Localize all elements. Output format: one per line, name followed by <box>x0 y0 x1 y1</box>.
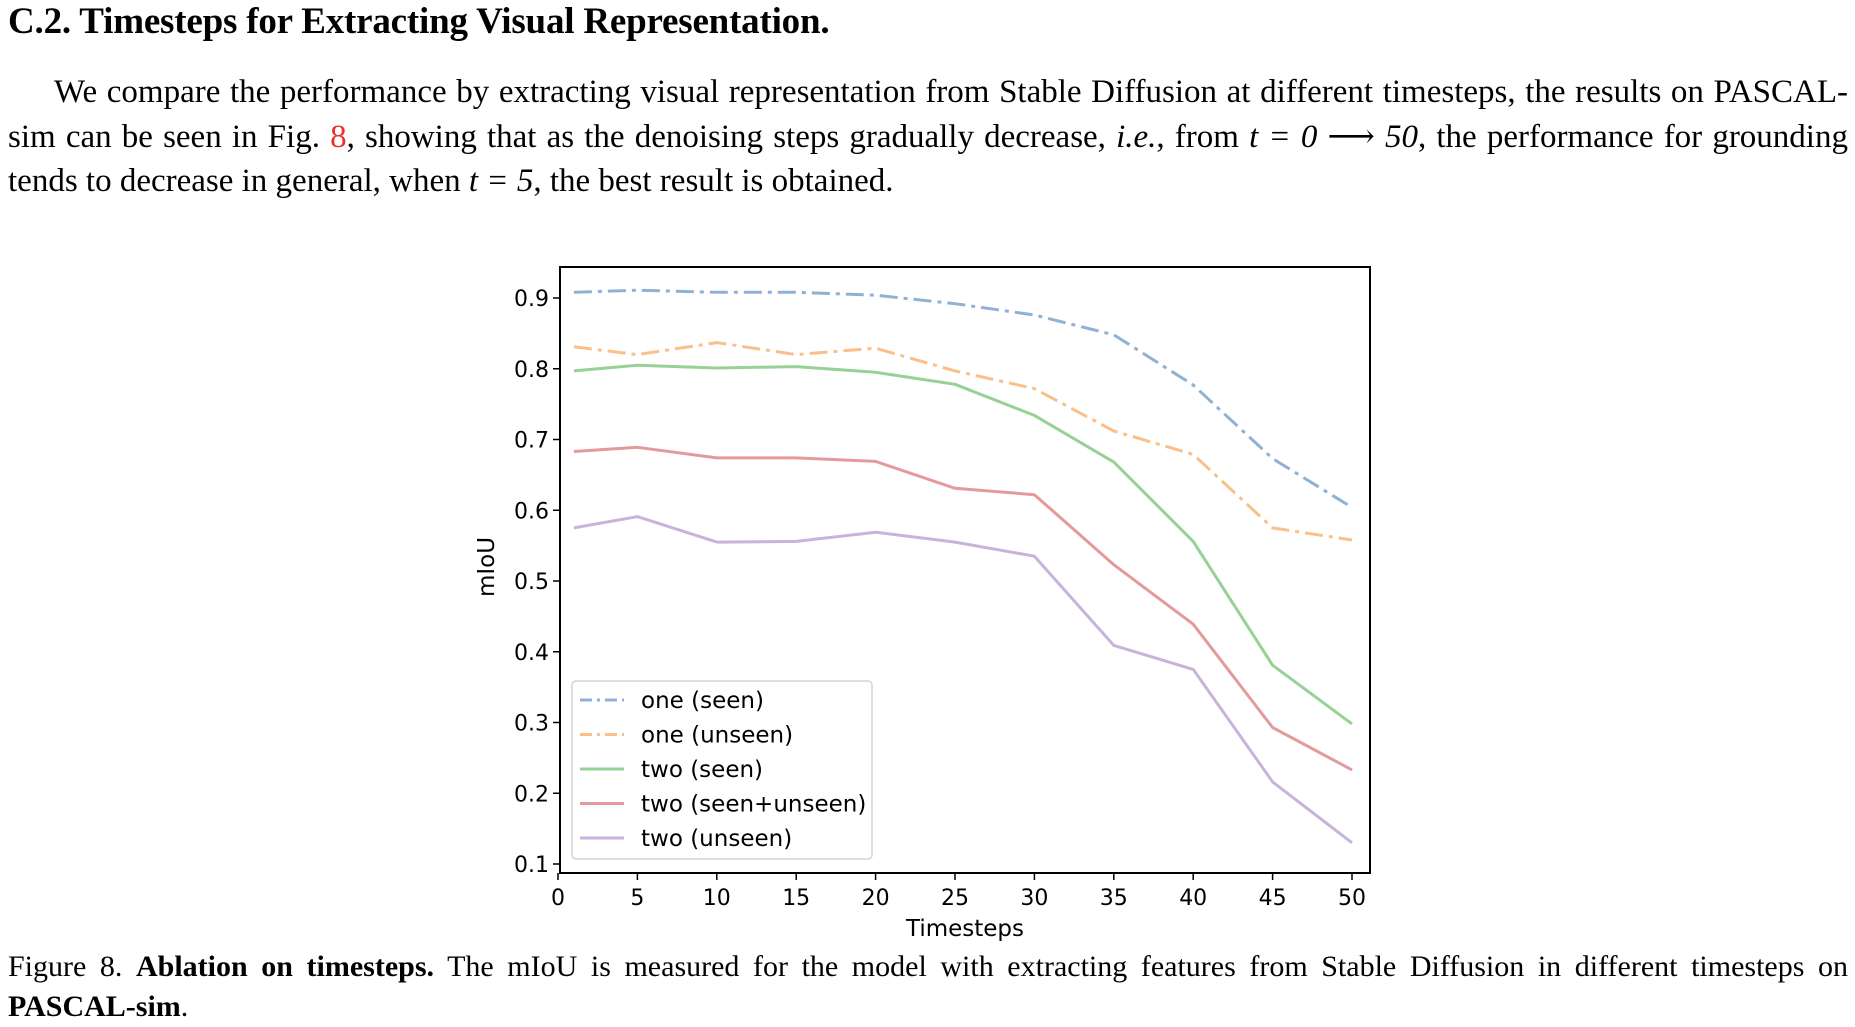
legend-label: two (seen) <box>641 757 763 783</box>
figure-caption: Figure 8. Ablation on timesteps. The mIo… <box>8 947 1848 1027</box>
x-tick-label: 45 <box>1259 886 1287 911</box>
series-line-4 <box>573 445 1353 772</box>
y-tick-label: 0.1 <box>514 853 549 878</box>
para-text-5: , the best result is obtained. <box>533 163 894 199</box>
x-tick-label: 10 <box>703 886 731 911</box>
x-tick-label: 40 <box>1179 886 1207 911</box>
caption-text: The mIoU is measured for the model with … <box>434 950 1848 983</box>
y-tick-label: 0.4 <box>514 641 549 666</box>
legend-label: one (seen) <box>641 688 764 714</box>
series-line-1 <box>573 288 1353 509</box>
para-ie: i.e. <box>1116 118 1157 155</box>
body-paragraph: We compare the performance by extracting… <box>8 70 1848 204</box>
legend-label: one (unseen) <box>641 723 793 749</box>
legend-label: two (seen+unseen) <box>641 792 866 818</box>
caption-dataset: PASCAL-sim <box>8 990 181 1023</box>
y-tick-label: 0.5 <box>514 570 549 595</box>
y-tick-label: 0.8 <box>514 358 549 383</box>
section-heading: C.2. Timesteps for Extracting Visual Rep… <box>8 1 830 42</box>
x-tick-label: 35 <box>1100 886 1128 911</box>
para-text-1: We compare the performance by extracting… <box>8 74 1848 155</box>
y-tick-label: 0.7 <box>514 429 549 454</box>
x-tick-label: 15 <box>782 886 810 911</box>
series-line-2 <box>573 341 1353 542</box>
x-tick-label: 30 <box>1020 886 1048 911</box>
para-math-1: t = 0 ⟶ 50 <box>1249 118 1418 155</box>
legend-label: two (unseen) <box>641 826 792 852</box>
x-axis-label: Timesteps <box>905 916 1024 942</box>
para-text-3: , from <box>1156 118 1250 155</box>
caption-bold-title: Ablation on timesteps. <box>136 950 435 983</box>
x-tick-label: 0 <box>551 886 565 911</box>
para-text-2: , showing that as the denoising steps gr… <box>346 118 1117 155</box>
para-math-2: t = 5 <box>468 163 534 199</box>
y-tick-label: 0.2 <box>514 782 549 807</box>
x-tick-label: 5 <box>630 886 644 911</box>
series-line-5 <box>573 515 1353 844</box>
y-tick-label: 0.3 <box>514 712 549 737</box>
legend-box <box>571 680 873 860</box>
x-tick-label: 25 <box>941 886 969 911</box>
y-tick-label: 0.9 <box>514 287 549 312</box>
caption-end: . <box>180 990 189 1023</box>
y-axis-label: mIoU <box>474 537 500 597</box>
series-line-3 <box>573 363 1353 726</box>
x-tick-label: 50 <box>1338 886 1366 911</box>
para-text-4: , the performance for grounding tends to… <box>8 118 1848 200</box>
plot-frame <box>559 266 1371 874</box>
y-tick-label: 0.6 <box>514 499 549 524</box>
caption-prefix: Figure 8. <box>8 950 136 983</box>
figure-reference-link[interactable]: 8 <box>330 118 347 155</box>
x-tick-label: 20 <box>862 886 890 911</box>
